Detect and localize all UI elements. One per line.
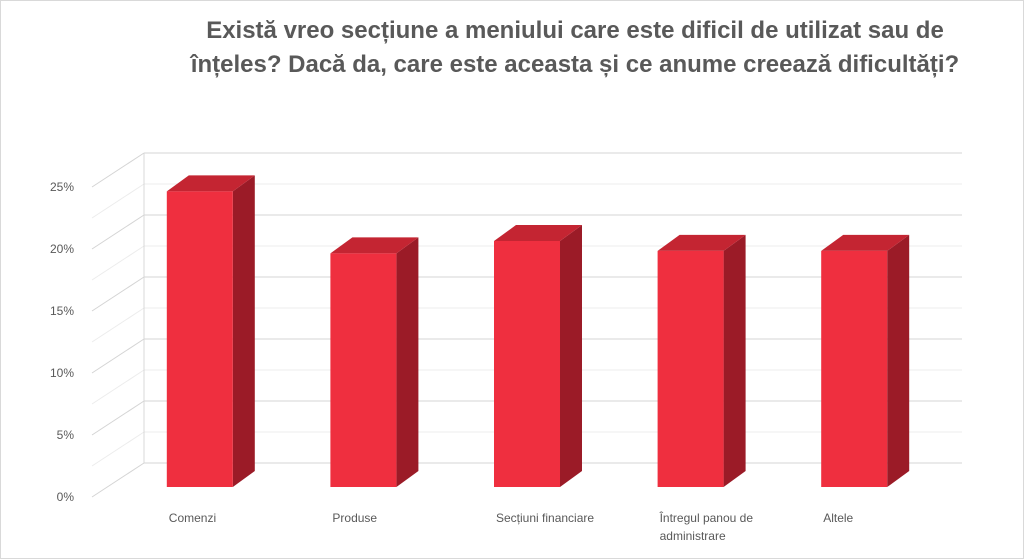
y-tick-label: 25%: [50, 180, 74, 194]
bar-3: [494, 225, 582, 487]
bar-front: [821, 250, 888, 487]
x-category-label: Întregul panou de administrare: [659, 510, 754, 543]
gridline-depth-minor: [91, 307, 145, 343]
bar-side: [232, 175, 255, 487]
bar-top: [494, 225, 582, 241]
bar-side: [396, 237, 419, 487]
bar-top: [166, 175, 255, 192]
x-category-label: Comenzi: [169, 511, 216, 525]
gridline-depth-minor: [91, 245, 145, 281]
bar-front: [494, 241, 560, 487]
gridline-depth-major: [91, 152, 145, 188]
gridline-depth-minor: [91, 369, 145, 405]
bar-front: [330, 253, 397, 487]
bar-4: [657, 234, 746, 487]
bar-front: [166, 191, 233, 487]
x-category-label: Produse: [332, 511, 377, 525]
gridline-depth-major: [91, 462, 145, 498]
x-category-label: Altele: [823, 511, 853, 525]
x-category-label: Secțiuni financiare: [496, 511, 594, 525]
y-tick-label: 0%: [57, 490, 75, 504]
y-tick-label: 20%: [50, 242, 74, 256]
labels-layer: 0% 5% 10% 15% 20% 25% Comenzi Produse Secțiuni f…: [50, 180, 854, 543]
bar-1: [166, 175, 255, 487]
bar-5: [821, 234, 910, 487]
bar-top: [657, 234, 746, 251]
gridline-depth-major: [91, 214, 145, 250]
bar-side: [723, 234, 746, 487]
y-tick-label: 15%: [50, 304, 74, 318]
gridline-depth-major: [91, 276, 145, 312]
bars-layer: [166, 175, 910, 487]
bar-side: [887, 234, 910, 487]
bar-front: [657, 250, 724, 487]
bar-side: [560, 225, 582, 487]
gridline-depth-major: [91, 338, 145, 374]
gridline-depth-major: [91, 400, 145, 436]
y-tick-label: 10%: [50, 366, 74, 380]
gridline-depth-minor: [91, 431, 145, 467]
bar-top: [821, 234, 910, 251]
bar-top: [330, 237, 419, 254]
y-tick-label: 5%: [57, 428, 75, 442]
bar-2: [330, 237, 419, 487]
gridline-depth-minor: [91, 183, 145, 219]
chart-title: Există vreo secțiune a meniului care est…: [190, 17, 960, 78]
